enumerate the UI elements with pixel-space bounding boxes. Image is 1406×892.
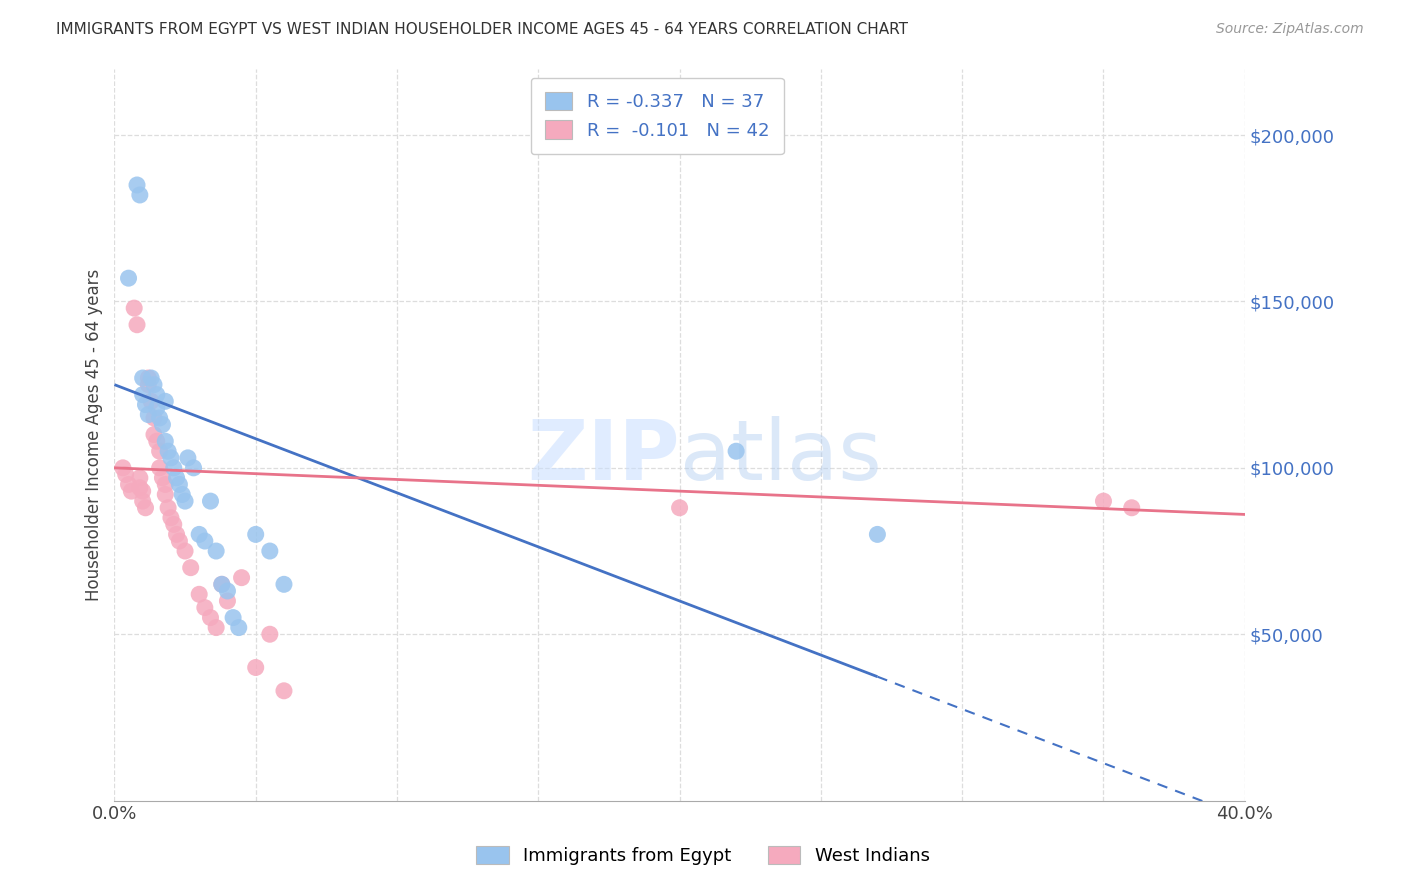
Point xyxy=(228,621,250,635)
Point xyxy=(172,487,194,501)
Point xyxy=(143,377,166,392)
Point xyxy=(155,434,177,449)
Point xyxy=(149,444,172,458)
Legend: Immigrants from Egypt, West Indians: Immigrants from Egypt, West Indians xyxy=(467,837,939,874)
Point xyxy=(155,477,177,491)
Point xyxy=(200,494,222,508)
Point xyxy=(146,401,169,415)
Point xyxy=(217,584,239,599)
Point xyxy=(160,510,183,524)
Point xyxy=(194,600,217,615)
Point xyxy=(125,178,148,192)
Point xyxy=(180,560,202,574)
Point xyxy=(163,460,186,475)
Point xyxy=(125,318,148,332)
Point xyxy=(131,387,153,401)
Point xyxy=(143,411,166,425)
Text: IMMIGRANTS FROM EGYPT VS WEST INDIAN HOUSEHOLDER INCOME AGES 45 - 64 YEARS CORRE: IMMIGRANTS FROM EGYPT VS WEST INDIAN HOU… xyxy=(56,22,908,37)
Point xyxy=(211,577,233,591)
Point xyxy=(169,477,191,491)
Point xyxy=(134,398,156,412)
Point xyxy=(136,371,159,385)
Point xyxy=(174,544,197,558)
Text: Source: ZipAtlas.com: Source: ZipAtlas.com xyxy=(1216,22,1364,37)
Point xyxy=(725,444,748,458)
Point xyxy=(163,517,186,532)
Point xyxy=(141,371,163,385)
Point xyxy=(131,494,153,508)
Point xyxy=(152,471,174,485)
Point xyxy=(131,484,153,499)
Point xyxy=(1092,494,1115,508)
Point xyxy=(866,527,889,541)
Point xyxy=(117,271,139,285)
Point xyxy=(136,408,159,422)
Point xyxy=(273,683,295,698)
Point xyxy=(128,481,150,495)
Point xyxy=(205,621,228,635)
Point xyxy=(1121,500,1143,515)
Point xyxy=(174,494,197,508)
Point xyxy=(122,301,145,315)
Point xyxy=(245,527,267,541)
Point xyxy=(152,417,174,432)
Text: atlas: atlas xyxy=(679,416,882,497)
Point xyxy=(143,427,166,442)
Point xyxy=(149,460,172,475)
Point xyxy=(188,527,211,541)
Point xyxy=(111,460,134,475)
Point xyxy=(146,387,169,401)
Point xyxy=(141,394,163,409)
Point xyxy=(222,610,245,624)
Point xyxy=(259,627,281,641)
Point xyxy=(231,571,253,585)
Point xyxy=(169,534,191,549)
Point xyxy=(200,610,222,624)
Point xyxy=(166,471,188,485)
Point xyxy=(211,577,233,591)
Point xyxy=(117,477,139,491)
Point xyxy=(194,534,217,549)
Point xyxy=(128,471,150,485)
Point xyxy=(114,467,136,482)
Point xyxy=(160,450,183,465)
Point xyxy=(120,484,142,499)
Point xyxy=(166,527,188,541)
Point xyxy=(177,450,200,465)
Point xyxy=(131,371,153,385)
Text: ZIP: ZIP xyxy=(527,416,679,497)
Point xyxy=(134,500,156,515)
Point xyxy=(217,594,239,608)
Point xyxy=(245,660,267,674)
Point xyxy=(155,394,177,409)
Point xyxy=(205,544,228,558)
Point xyxy=(157,444,180,458)
Point xyxy=(136,377,159,392)
Legend: R = -0.337   N = 37, R =  -0.101   N = 42: R = -0.337 N = 37, R = -0.101 N = 42 xyxy=(530,78,783,154)
Point xyxy=(188,587,211,601)
Point xyxy=(273,577,295,591)
Point xyxy=(149,411,172,425)
Point xyxy=(259,544,281,558)
Point xyxy=(146,434,169,449)
Point xyxy=(155,487,177,501)
Point xyxy=(183,460,205,475)
Point xyxy=(668,500,690,515)
Point xyxy=(128,188,150,202)
Y-axis label: Householder Income Ages 45 - 64 years: Householder Income Ages 45 - 64 years xyxy=(86,268,103,600)
Point xyxy=(157,500,180,515)
